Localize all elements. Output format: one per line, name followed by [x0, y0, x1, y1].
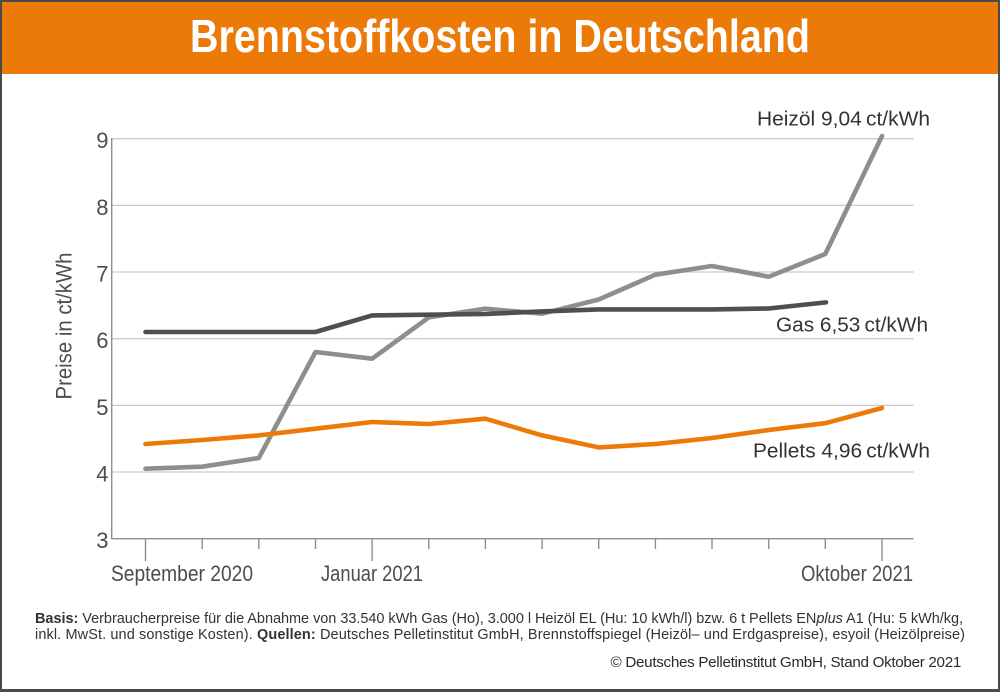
svg-text:4: 4 [96, 462, 108, 487]
svg-text:8: 8 [96, 195, 108, 220]
svg-text:September 2020: September 2020 [111, 561, 253, 586]
svg-text:Oktober 2021: Oktober 2021 [801, 561, 913, 586]
svg-text:Preise in ct/kWh: Preise in ct/kWh [52, 253, 77, 400]
svg-text:Heizöl 9,04 ct/kWh: Heizöl 9,04 ct/kWh [757, 109, 930, 131]
svg-text:5: 5 [96, 395, 108, 420]
svg-text:Pellets 4,96 ct/kWh: Pellets 4,96 ct/kWh [753, 441, 930, 463]
svg-text:3: 3 [96, 528, 108, 553]
svg-text:9: 9 [96, 128, 108, 153]
svg-text:6: 6 [96, 328, 108, 353]
svg-text:7: 7 [96, 262, 108, 287]
svg-text:Januar 2021: Januar 2021 [321, 561, 423, 586]
svg-text:Gas 6,53 ct/kWh: Gas 6,53 ct/kWh [776, 315, 928, 337]
